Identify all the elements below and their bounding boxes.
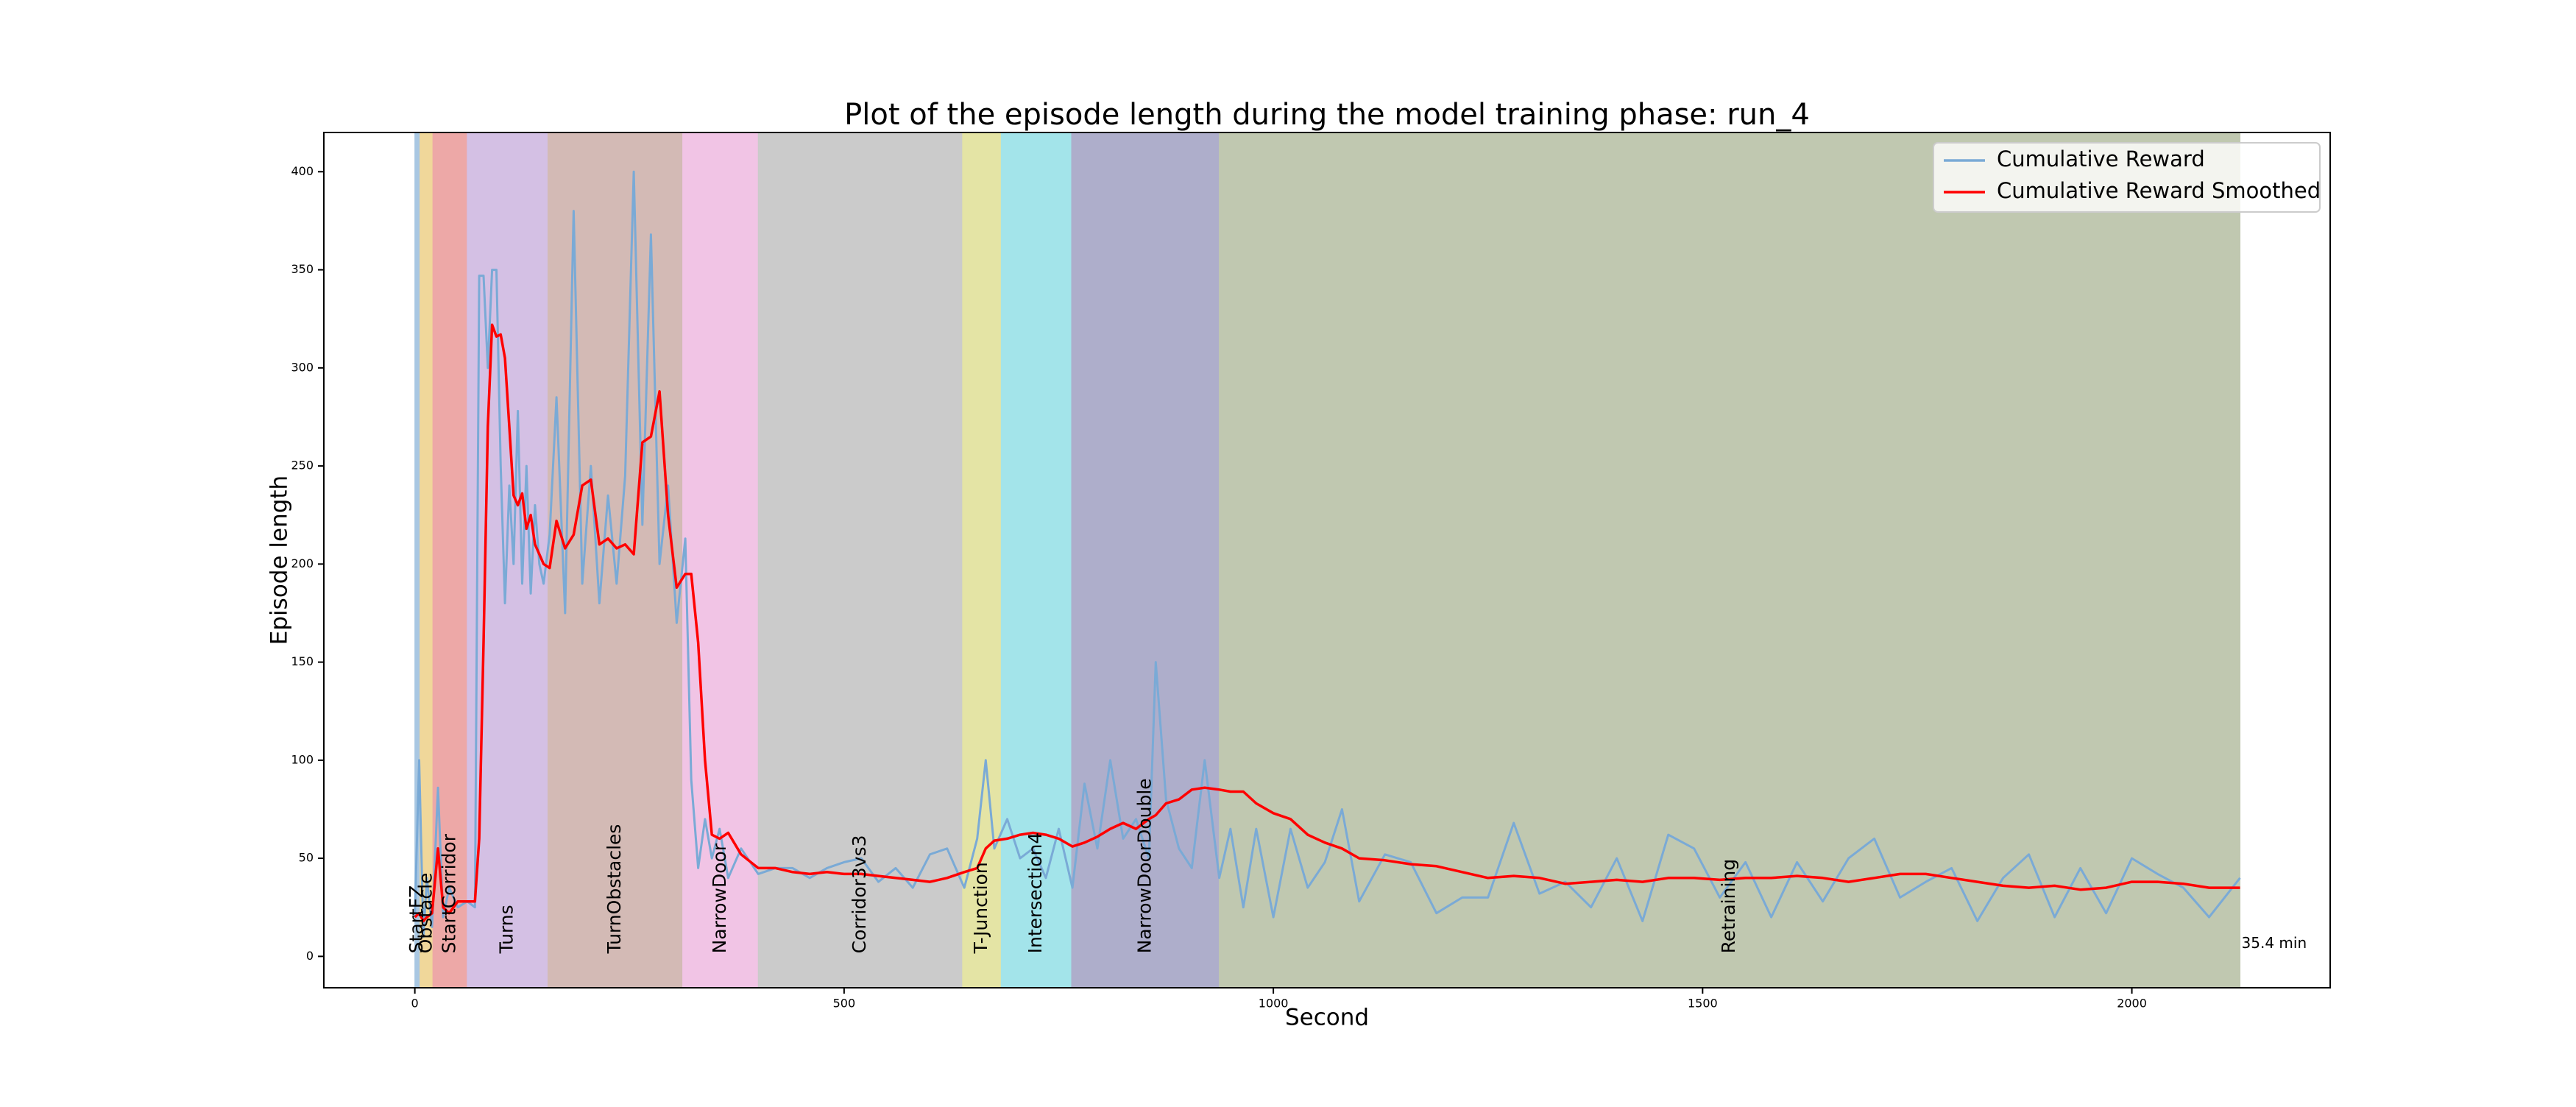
y-tick-label: 300	[291, 360, 314, 374]
region-label: Intersection4	[1025, 832, 1046, 954]
series-line	[414, 170, 2241, 938]
y-axis-label: Episode length	[266, 475, 293, 645]
legend-label: Cumulative Reward Smoothed	[1997, 178, 2321, 203]
y-tick-label: 100	[291, 752, 314, 766]
y-tick-label: 0	[306, 949, 314, 963]
region-label: StartFZ	[406, 885, 427, 954]
region-label: Obstacle	[414, 873, 436, 954]
legend-box	[1933, 142, 2321, 213]
x-tick-label: 500	[833, 997, 856, 1011]
y-tick-label: 350	[291, 262, 314, 276]
y-tick-label: 200	[291, 556, 314, 570]
y-tick-label: 400	[291, 164, 314, 178]
region-span	[1219, 132, 2241, 988]
region-span	[432, 132, 468, 988]
region-label: TurnObstacles	[604, 824, 625, 955]
y-tick-label: 50	[299, 851, 314, 865]
y-tick-label: 150	[291, 654, 314, 668]
series-line	[414, 323, 2240, 923]
x-tick-label: 1000	[1259, 997, 1289, 1011]
x-tick-label: 1500	[1688, 997, 1718, 1011]
region-label: T-Junction	[970, 862, 991, 954]
annotation: 35.4 min	[2242, 934, 2307, 952]
chart-title: Plot of the episode length during the mo…	[844, 98, 1810, 132]
x-tick-label: 0	[411, 997, 419, 1011]
x-axis-label: Second	[1285, 1005, 1369, 1031]
region-span	[757, 132, 963, 988]
region-span	[1000, 132, 1072, 988]
region-label: Turns	[496, 905, 517, 954]
region-label: Corridor3vs3	[849, 835, 870, 953]
region-label: NarrowDoor	[709, 843, 730, 953]
x-tick-label: 2000	[2117, 997, 2147, 1011]
region-label: NarrowDoorDouble	[1133, 778, 1155, 953]
region-label: Retraining	[1718, 859, 1739, 953]
region-label: StartCorridor	[438, 833, 459, 953]
plot-frame	[323, 132, 2331, 988]
legend-label: Cumulative Reward	[1997, 146, 2205, 171]
y-tick-label: 250	[291, 459, 314, 473]
